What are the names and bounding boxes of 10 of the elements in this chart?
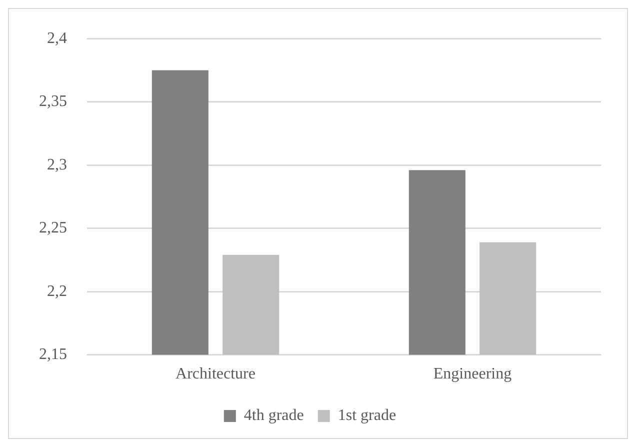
legend-label: 4th grade	[244, 407, 304, 424]
y-tick-label: 2,25	[39, 220, 67, 237]
y-tick-label: 2,35	[39, 93, 67, 110]
y-tick-label: 2,3	[47, 156, 67, 174]
y-tick-label: 2,15	[39, 346, 67, 364]
x-tick-label: Engineering	[433, 366, 512, 383]
legend-label: 1st grade	[338, 407, 396, 424]
y-tick-label: 2,4	[47, 30, 67, 47]
x-tick-label: Architecture	[176, 366, 256, 383]
y-tick-label: 2,2	[47, 282, 67, 300]
